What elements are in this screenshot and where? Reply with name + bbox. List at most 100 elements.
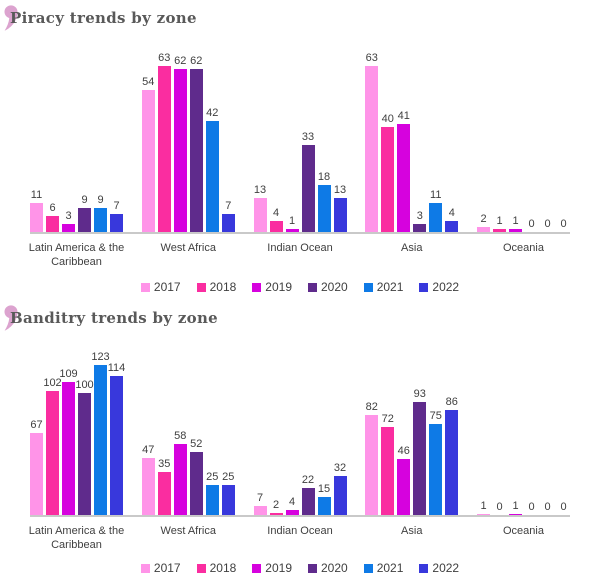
bar-rect [189, 452, 203, 515]
legend-label: 2021 [376, 561, 404, 575]
bar-2019: 1 [509, 367, 522, 515]
bar-2022: 86 [445, 367, 459, 515]
category-label: Latin America & the Caribbean [28, 525, 125, 552]
bar-value-label: 4 [272, 207, 280, 219]
bar-2017: 1 [477, 367, 490, 515]
bar-rect [477, 227, 490, 232]
bar-rect [333, 198, 347, 232]
bar-rect [173, 69, 187, 232]
bar-2020: 0 [525, 68, 538, 232]
legend-label: 2019 [265, 561, 292, 575]
bar-2017: 82 [365, 367, 379, 515]
bar-rect [253, 198, 267, 232]
bar-2020: 9 [78, 68, 91, 232]
legend-label: 2020 [321, 280, 348, 294]
bar-value-label: 13 [333, 184, 347, 196]
category-label: Asia [401, 525, 423, 537]
bar-rect [413, 402, 427, 515]
bar-rect [141, 458, 155, 515]
category-label: Indian Ocean [267, 525, 333, 537]
bar-value-label: 62 [190, 55, 203, 67]
legend-label: 2017 [153, 561, 181, 575]
bar-rect [381, 427, 395, 515]
bar-value-label: 82 [365, 401, 378, 413]
bar-2022: 0 [557, 68, 570, 232]
bar-2017: 7 [253, 367, 267, 515]
bar-rect [269, 513, 283, 515]
bar-rect [509, 514, 522, 515]
bar-value-label: 58 [174, 430, 187, 442]
category-label: Oceania [503, 242, 544, 254]
legend-swatch-icon [196, 282, 206, 292]
legend-label: 2021 [376, 280, 404, 294]
bar-value-label: 3 [416, 210, 423, 222]
bar-2020: 22 [301, 367, 315, 515]
bar-2021: 0 [541, 68, 554, 232]
bar-group: 54 63 62 62 42 7 [141, 52, 235, 232]
piracy-chart: Piracy trends by zone 11 6 3 9 9 7 54 63 62 62 42 7… [0, 0, 600, 294]
bar-2020: 33 [301, 68, 315, 232]
bar-2019: 62 [173, 55, 187, 232]
piracy-category-axis: Latin America & the Caribbean West Africa… [28, 234, 570, 276]
bar-value-label: 1 [496, 215, 503, 227]
bar-rect [110, 214, 123, 232]
bar-group: 47 35 58 52 25 25 [141, 367, 235, 515]
bar-rect [141, 90, 155, 232]
bar-value-label: 0 [544, 218, 551, 230]
legend-swatch-icon [363, 282, 373, 292]
bar-2017: 63 [365, 52, 379, 232]
chart-title-text: Banditry trends by zone [10, 309, 218, 327]
bar-value-label: 75 [429, 410, 442, 422]
bar-value-label: 2 [480, 213, 487, 225]
bar-group: 11 6 3 9 9 7 [30, 68, 123, 232]
category-label: West Africa [160, 525, 216, 537]
bar-value-label: 93 [413, 388, 426, 400]
bar-value-label: 32 [333, 462, 347, 474]
bar-value-label: 63 [365, 52, 378, 64]
bar-rect [285, 510, 299, 515]
piracy-chart-title: Piracy trends by zone [0, 0, 600, 33]
bar-value-label: 4 [448, 207, 455, 219]
bar-value-label: 40 [381, 113, 394, 125]
bar-2019: 58 [173, 367, 187, 515]
legend-item-2020: 2020 [308, 561, 348, 575]
bar-value-label: 6 [49, 202, 56, 214]
bar-2022: 7 [110, 68, 123, 232]
bar-rect [397, 459, 411, 515]
bar-rect [269, 221, 283, 232]
bar-group: 13 4 1 33 18 13 [253, 68, 347, 232]
bar-value-label: 0 [496, 501, 503, 513]
bar-value-label: 11 [30, 189, 43, 201]
legend-swatch-icon [140, 282, 150, 292]
bar-2018: 2 [269, 367, 283, 515]
bar-value-label: 52 [190, 438, 203, 450]
bar-value-label: 0 [528, 218, 535, 230]
legend-label: 2018 [209, 561, 237, 575]
bar-2018: 40 [381, 68, 395, 232]
bar-value-label: 114 [107, 362, 126, 374]
bar-group: 67 102 109 100 123 114 [30, 351, 125, 515]
legend-swatch-icon [419, 563, 429, 573]
bar-2020: 3 [413, 68, 427, 232]
category-label: Latin America & the Caribbean [28, 242, 125, 269]
bar-rect [429, 424, 443, 515]
bar-rect [205, 485, 219, 515]
bar-2019: 3 [62, 68, 75, 232]
legend-item-2022: 2022 [419, 561, 459, 575]
bar-rect [173, 444, 187, 515]
bar-2021: 25 [205, 367, 219, 515]
bar-rect [365, 415, 379, 515]
category-label: West Africa [160, 242, 216, 254]
legend-item-2017: 2017 [140, 561, 181, 575]
bar-2019: 41 [397, 68, 411, 232]
bar-value-label: 2 [272, 499, 280, 511]
bar-value-label: 0 [528, 501, 535, 513]
bar-2020: 0 [525, 367, 538, 515]
bar-2018: 0 [493, 367, 506, 515]
bar-2018: 6 [46, 68, 59, 232]
quote-decoration-icon [4, 305, 18, 338]
bar-2018: 72 [381, 367, 395, 515]
legend-label: 2022 [432, 280, 460, 294]
bar-rect [221, 214, 235, 232]
